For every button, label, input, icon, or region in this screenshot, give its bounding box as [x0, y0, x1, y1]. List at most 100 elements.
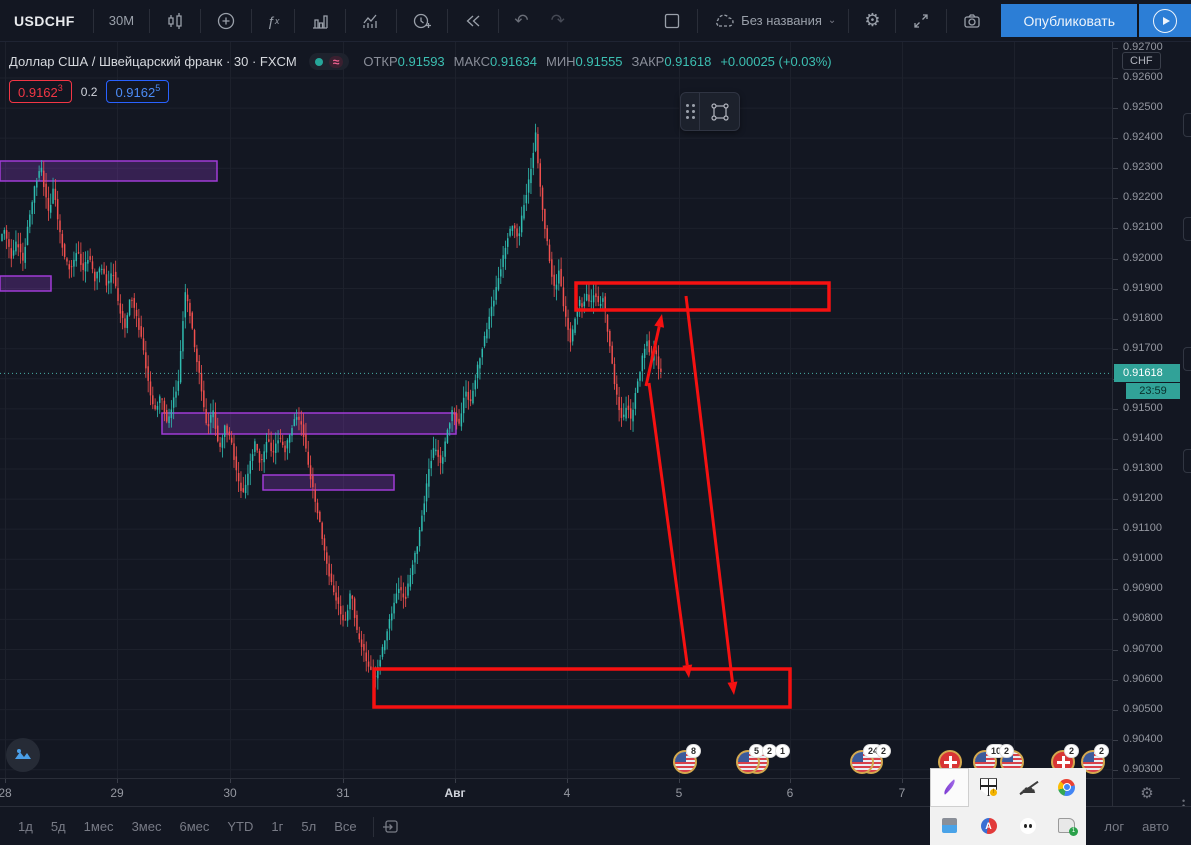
range-button-все[interactable]: Все: [334, 819, 357, 834]
price-tick: [1113, 108, 1118, 110]
event-flag-us[interactable]: [736, 750, 760, 774]
time-tick: [455, 779, 456, 783]
symbol-button[interactable]: USDCHF: [14, 12, 75, 29]
feather-pen-icon[interactable]: [930, 768, 969, 807]
time-tick: [567, 779, 568, 783]
range-button-3мес[interactable]: 3мес: [131, 819, 162, 834]
time-axis-label: 4: [563, 786, 571, 800]
time-tick: [902, 779, 903, 783]
publish-button[interactable]: Опубликовать: [1001, 4, 1137, 37]
separator: [498, 8, 500, 33]
price-axis-label: 0.90800: [1123, 612, 1163, 625]
range-button-1мес[interactable]: 1мес: [83, 819, 114, 834]
price-axis-label: 0.91700: [1123, 341, 1163, 354]
price-axis-label: 0.92100: [1123, 221, 1163, 234]
undo-icon[interactable]: ↶: [514, 10, 529, 30]
cropped-icon-fragment: [1183, 449, 1191, 473]
chevron-down-icon[interactable]: ⌄: [827, 15, 837, 26]
redo-icon[interactable]: ↷: [550, 10, 565, 30]
publish-play-button[interactable]: [1137, 4, 1191, 37]
time-tick: [790, 779, 791, 783]
cloud-icon[interactable]: [702, 1, 735, 41]
layout-name[interactable]: Без названия: [741, 13, 822, 28]
chart-logo-button[interactable]: [6, 738, 40, 772]
time-tick: [679, 779, 680, 783]
replay-icon[interactable]: [452, 1, 494, 41]
goto-date-button[interactable]: [382, 818, 400, 836]
antivirus-icon[interactable]: A: [969, 807, 1008, 845]
candlestick-icon[interactable]: [154, 1, 196, 41]
price-axis-label: 0.90500: [1123, 702, 1163, 715]
price-axis-label: 0.92700: [1123, 41, 1163, 53]
range-button-5д[interactable]: 5д: [50, 819, 66, 834]
price-axis-label: 0.91500: [1123, 401, 1163, 414]
ohlc-item: ОТКР0.91593: [363, 54, 445, 69]
log-scale-button[interactable]: лог: [1104, 819, 1125, 834]
range-button-5л[interactable]: 5л: [301, 819, 317, 834]
scale-mode-labels: лог авто: [1104, 807, 1169, 845]
separator: [345, 8, 347, 33]
legend-title[interactable]: Доллар США / Швейцарский франк · 30 · FX…: [9, 54, 297, 69]
separator: [447, 8, 449, 33]
cropped-icon-fragment: [1183, 113, 1191, 137]
time-axis-label: 7: [898, 786, 906, 800]
separator: [848, 8, 850, 33]
price-axis-label: 0.91800: [1123, 311, 1163, 324]
price-tick: [1113, 739, 1118, 741]
price-axis-label: 0.90400: [1123, 732, 1163, 745]
separator: [396, 8, 398, 33]
chrome-icon[interactable]: [1047, 768, 1086, 807]
price-tick: [1113, 228, 1118, 230]
separator: [895, 8, 897, 33]
floating-draw-toolbar: [680, 92, 740, 131]
interval-button[interactable]: 30M: [108, 13, 135, 28]
layout-icon[interactable]: [651, 1, 693, 41]
fullscreen-icon[interactable]: [900, 1, 942, 41]
camera-icon[interactable]: [951, 1, 993, 41]
currency-chip[interactable]: CHF: [1122, 52, 1161, 70]
price-axis[interactable]: CHF 0.92700 0.92600 0.92500 0.92400 0.92300 0…: [1112, 41, 1181, 778]
change-value: +0.00025 (+0.03%): [720, 54, 832, 69]
time-axis-label: 6: [786, 786, 794, 800]
time-tick: [343, 779, 344, 783]
time-tick: [117, 779, 118, 783]
price-tick: [1113, 649, 1118, 651]
price-tick: [1113, 499, 1118, 501]
range-button-ytd[interactable]: YTD: [227, 819, 254, 834]
price-axis-label: 0.91200: [1123, 492, 1163, 505]
buy-button[interactable]: 0.91625: [106, 80, 170, 103]
price-tick: [1113, 288, 1118, 290]
price-tick: [1113, 469, 1118, 471]
drag-handle[interactable]: [681, 93, 700, 130]
cloud-off-icon[interactable]: ☁: [1019, 777, 1036, 797]
compare-plus-icon[interactable]: [205, 1, 247, 41]
alert-clock-icon[interactable]: [401, 1, 443, 41]
price-tick: [1113, 258, 1118, 260]
sell-button[interactable]: 0.91623: [9, 80, 72, 103]
discord-icon[interactable]: [1008, 807, 1047, 845]
separator: [697, 8, 699, 33]
chart-legend: Доллар США / Швейцарский франк · 30 · FX…: [9, 53, 832, 70]
square-app-icon[interactable]: [930, 807, 969, 845]
range-button-1д[interactable]: 1д: [18, 819, 33, 834]
price-axis-label: 0.90900: [1123, 582, 1163, 595]
chart-canvas[interactable]: [0, 41, 1112, 778]
stream-toggle[interactable]: ≈: [308, 53, 350, 70]
event-badge: 2: [1094, 744, 1110, 758]
line-chart-icon[interactable]: [350, 1, 392, 41]
event-badge: 2: [999, 744, 1015, 758]
range-button-1г[interactable]: 1г: [271, 819, 284, 834]
bid-ask-panel: 0.91623 0.2 0.91625: [9, 80, 170, 103]
bar-countdown-tag: 23:59: [1126, 383, 1180, 400]
auto-scale-button[interactable]: авто: [1142, 819, 1169, 834]
rectangle-tool-icon[interactable]: [700, 101, 739, 123]
axis-settings-gear-icon[interactable]: ⚙: [1140, 785, 1154, 802]
right-edge-strip: •••: [1180, 41, 1191, 816]
downloads-icon[interactable]: 1: [1047, 807, 1086, 845]
defender-shield-icon[interactable]: !: [969, 768, 1008, 807]
price-tick: [1113, 529, 1118, 531]
gear-icon[interactable]: ⚙: [864, 10, 881, 30]
range-button-6мес[interactable]: 6мес: [179, 819, 210, 834]
bar-chart-icon[interactable]: [299, 1, 341, 41]
